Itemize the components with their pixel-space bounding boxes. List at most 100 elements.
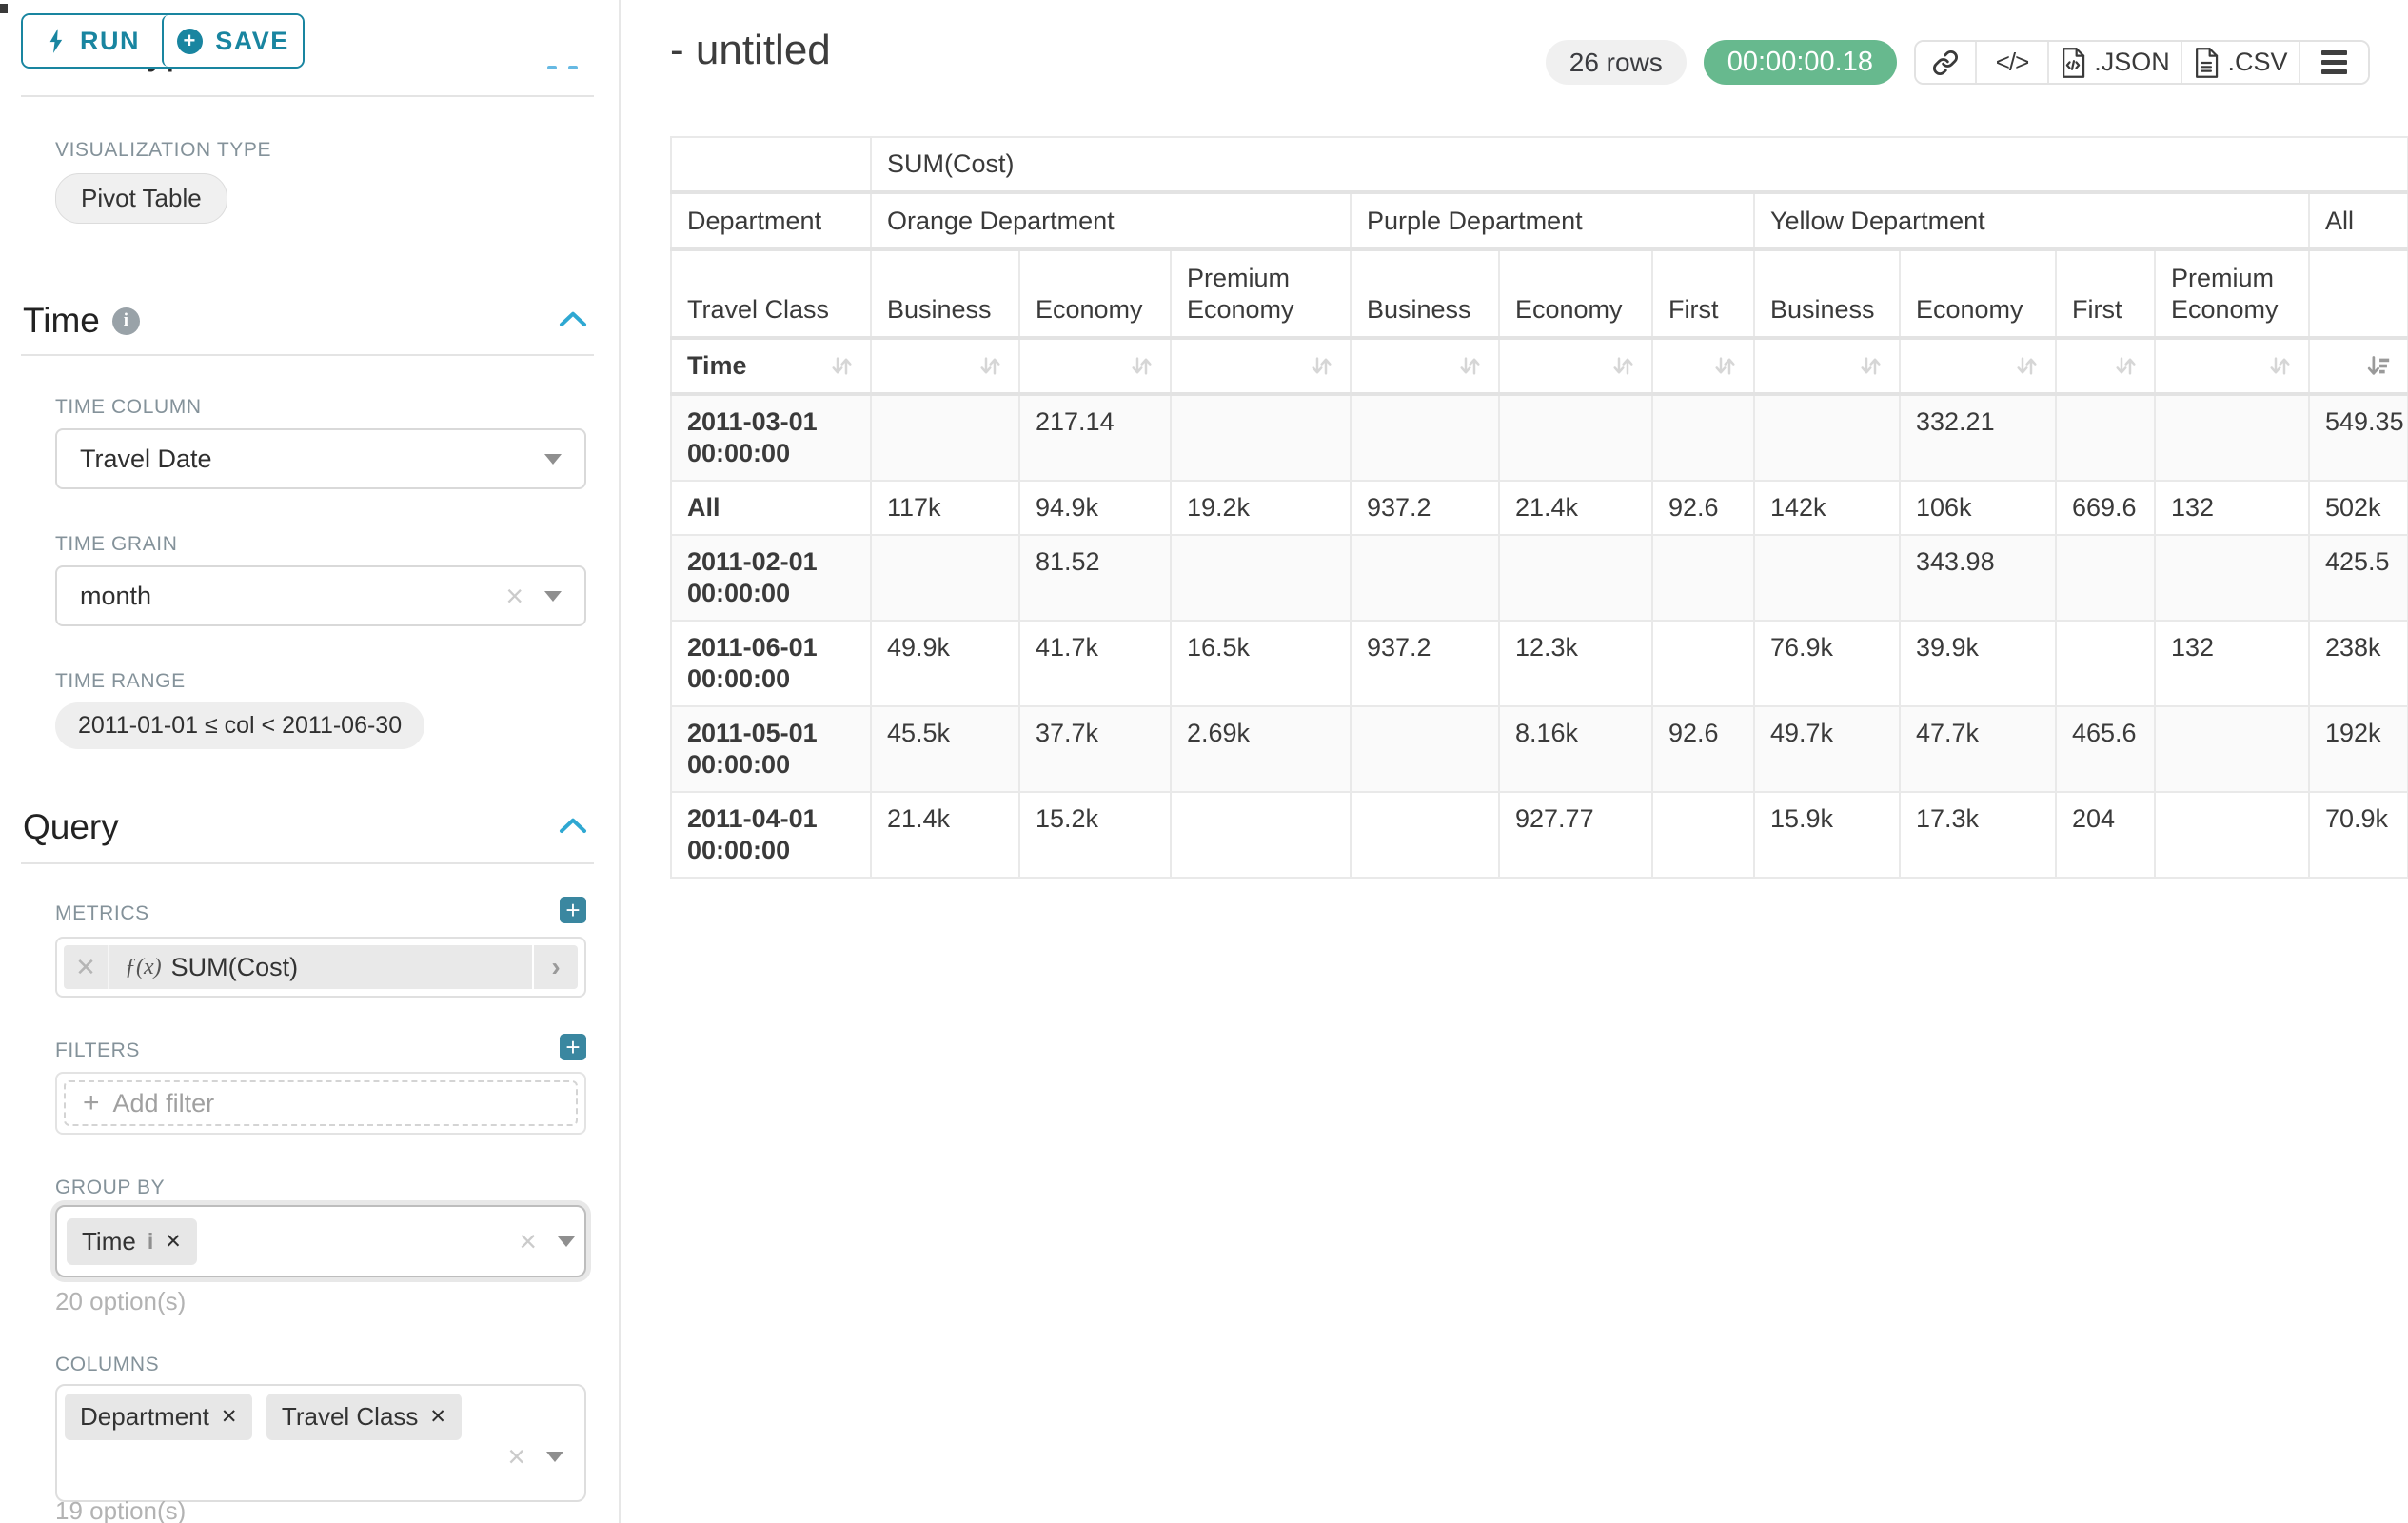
pivot-sort-cell[interactable]	[2154, 337, 2310, 396]
pivot-value-cell: 937.2	[1350, 620, 1500, 707]
remove-tag-icon[interactable]: ✕	[165, 1230, 182, 1253]
columns-select[interactable]: Department ✕ Travel Class ✕ ×	[55, 1384, 586, 1502]
pivot-value-cell: 45.5k	[870, 705, 1020, 793]
pivot-row-header: 2011-05-01 00:00:00	[670, 705, 872, 793]
time-section-title: Time	[23, 301, 100, 340]
pivot-value-cell: 8.16k	[1498, 705, 1653, 793]
run-button[interactable]: RUN	[23, 15, 162, 67]
time-grain-label: TIME GRAIN	[55, 533, 178, 555]
clear-icon[interactable]: ×	[505, 579, 523, 613]
pivot-value-cell	[2055, 534, 2156, 622]
visualization-type-pill[interactable]: Pivot Table	[55, 173, 227, 224]
more-options-button[interactable]	[2299, 42, 2368, 83]
sort-toggle-icon[interactable]	[977, 353, 1003, 379]
time-column-select[interactable]: Travel Date	[55, 428, 586, 489]
run-button-label: RUN	[80, 26, 140, 55]
add-filter-button[interactable]: + Add filter	[64, 1080, 578, 1126]
remove-tag-icon[interactable]: ✕	[429, 1406, 447, 1428]
time-range-pill[interactable]: 2011-01-01 ≤ col < 2011-06-30	[55, 702, 425, 749]
pivot-sort-cell[interactable]	[2307, 337, 2408, 396]
chevron-up-icon[interactable]	[558, 309, 588, 333]
sort-toggle-icon[interactable]	[829, 353, 855, 379]
pivot-value-cell: 502k	[2307, 480, 2408, 536]
clear-icon[interactable]: ×	[507, 1439, 525, 1474]
pivot-value-cell	[2154, 791, 2310, 879]
pivot-value-cell	[1651, 393, 1755, 482]
pivot-sort-cell[interactable]	[1651, 337, 1755, 396]
pivot-value-cell	[1350, 534, 1500, 622]
pivot-value-cell: 2.69k	[1170, 705, 1352, 793]
chart-toolbar: 26 rows 00:00:00.18 </> .JSON .CSV	[1545, 40, 2370, 85]
pivot-sort-cell[interactable]	[1350, 337, 1500, 396]
chevron-down-icon	[544, 453, 562, 465]
pivot-column-header: Economy	[1018, 248, 1172, 340]
sort-toggle-icon[interactable]	[1309, 353, 1334, 379]
add-metric-button[interactable]: +	[560, 897, 586, 923]
pivot-sort-cell[interactable]	[1018, 337, 1172, 396]
embed-code-button[interactable]: </>	[1975, 42, 2047, 83]
pivot-value-cell: 669.6	[2055, 480, 2156, 536]
pivot-table: SUM(Cost) Department Orange Department Purp…	[670, 136, 2408, 879]
pivot-value-cell	[1170, 393, 1352, 482]
sort-toggle-icon[interactable]	[2113, 353, 2139, 379]
pivot-sort-cell[interactable]	[1498, 337, 1653, 396]
pivot-sort-cell[interactable]	[1170, 337, 1352, 396]
tag-label: Time	[82, 1226, 136, 1256]
chart-title[interactable]: - untitled	[670, 27, 831, 73]
pivot-column-header: First	[1651, 248, 1755, 340]
pivot-sort-cell[interactable]	[870, 337, 1020, 396]
group-by-options-hint: 20 option(s)	[55, 1287, 187, 1315]
sort-toggle-icon[interactable]	[1858, 353, 1884, 379]
sort-toggle-icon[interactable]	[2267, 353, 2293, 379]
copy-link-button[interactable]	[1916, 42, 1975, 83]
chevron-up-icon[interactable]	[558, 816, 588, 840]
pivot-value-cell	[2154, 393, 2310, 482]
pivot-group-header: Orange Department	[870, 191, 1352, 251]
sort-toggle-icon[interactable]	[1610, 353, 1636, 379]
group-by-select[interactable]: Time i ✕ ×	[55, 1205, 586, 1277]
pivot-value-cell	[2055, 620, 2156, 707]
metric-pill[interactable]: ƒ(x) SUM(Cost)	[108, 945, 532, 989]
query-section-header[interactable]: Query	[23, 807, 594, 847]
remove-metric-icon[interactable]: ✕	[64, 945, 108, 989]
sort-toggle-icon[interactable]	[1712, 353, 1738, 379]
pivot-value-cell	[1170, 534, 1352, 622]
sort-descending-active-icon[interactable]	[2366, 353, 2392, 379]
group-by-label: GROUP BY	[55, 1177, 166, 1198]
clear-icon[interactable]: ×	[519, 1224, 537, 1258]
pivot-value-cell	[1753, 534, 1901, 622]
time-section-header[interactable]: Time i	[23, 301, 594, 341]
metrics-container: ✕ ƒ(x) SUM(Cost) ›	[55, 937, 586, 998]
filters-container: + Add filter	[55, 1072, 586, 1135]
sort-toggle-icon[interactable]	[2014, 353, 2040, 379]
expand-metric-icon[interactable]: ›	[534, 945, 578, 989]
pivot-col-dimension-header: Travel Class	[670, 248, 872, 340]
fx-icon: ƒ(x)	[125, 954, 162, 979]
sort-toggle-icon[interactable]	[1457, 353, 1483, 379]
pivot-value-cell	[870, 534, 1020, 622]
pivot-sort-cell[interactable]	[1899, 337, 2057, 396]
columns-tag-department[interactable]: Department ✕	[65, 1394, 253, 1440]
group-by-tag-time[interactable]: Time i ✕	[67, 1217, 197, 1265]
pivot-value-cell: 49.9k	[870, 620, 1020, 707]
sort-toggle-icon[interactable]	[1129, 353, 1155, 379]
filters-label: FILTERS	[55, 1039, 140, 1061]
pivot-time-header[interactable]: Time	[670, 337, 872, 396]
export-json-button[interactable]: .JSON	[2047, 42, 2181, 83]
add-filter-plus-button[interactable]: +	[560, 1034, 586, 1060]
export-csv-button[interactable]: .CSV	[2181, 42, 2299, 83]
remove-tag-icon[interactable]: ✕	[220, 1406, 238, 1428]
pivot-value-cell: 21.4k	[870, 791, 1020, 879]
info-icon[interactable]: i	[111, 307, 140, 335]
save-button[interactable]: + SAVE	[162, 15, 303, 67]
pivot-sort-cell[interactable]	[1753, 337, 1901, 396]
pivot-row-header: 2011-06-01 00:00:00	[670, 620, 872, 707]
pivot-value-cell: 465.6	[2055, 705, 2156, 793]
time-grain-select[interactable]: month ×	[55, 565, 586, 626]
pivot-sort-cell[interactable]	[2055, 337, 2156, 396]
export-button-group: </> .JSON .CSV	[1914, 40, 2370, 85]
pivot-value-cell: 332.21	[1899, 393, 2057, 482]
time-range-label: TIME RANGE	[55, 670, 186, 692]
columns-tag-travel-class[interactable]: Travel Class ✕	[266, 1394, 463, 1440]
